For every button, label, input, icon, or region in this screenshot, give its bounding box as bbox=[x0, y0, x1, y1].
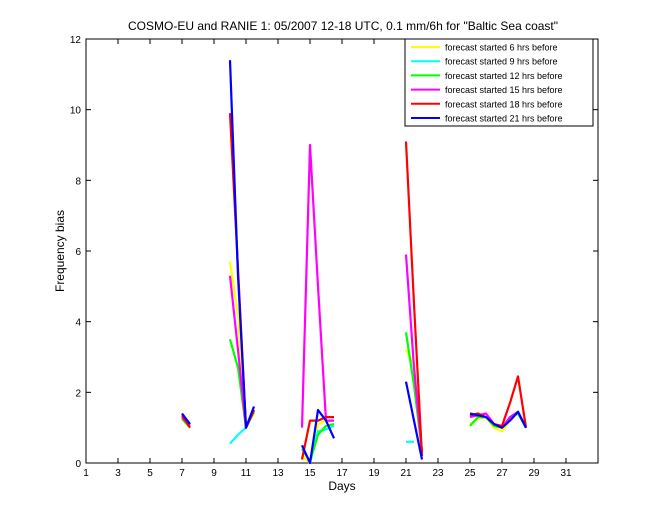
y-tick-label: 0 bbox=[75, 459, 81, 470]
series-line-6 bbox=[228, 60, 256, 429]
x-tick-label: 1 bbox=[83, 468, 89, 479]
x-tick-label: 21 bbox=[400, 468, 412, 479]
y-axis-label: Frequency bias bbox=[53, 210, 67, 292]
legend-label-2: forecast started 9 hrs before bbox=[445, 57, 558, 67]
chart-title: COSMO-EU and RANIE 1: 05/2007 12-18 UTC,… bbox=[128, 19, 558, 33]
x-tick-label: 29 bbox=[528, 468, 540, 479]
y-tick-label: 12 bbox=[70, 35, 82, 46]
data-lines bbox=[181, 60, 528, 465]
legend-label-1: forecast started 6 hrs before bbox=[445, 43, 558, 53]
x-tick-label: 25 bbox=[464, 468, 476, 479]
series-line-4 bbox=[300, 143, 334, 428]
series-line-6 bbox=[469, 410, 527, 429]
legend-label-6: forecast started 21 hrs before bbox=[445, 114, 563, 124]
x-tick-label: 3 bbox=[115, 468, 121, 479]
x-tick-label: 23 bbox=[432, 468, 444, 479]
x-tick-label: 7 bbox=[179, 468, 185, 479]
x-tick-label: 11 bbox=[241, 468, 252, 479]
x-tick-label: 9 bbox=[211, 468, 217, 479]
x-tick-label: 17 bbox=[336, 468, 348, 479]
y-tick-label: 2 bbox=[75, 388, 81, 399]
legend-box bbox=[404, 38, 594, 127]
x-tick-label: 19 bbox=[368, 468, 380, 479]
legend-label-5: forecast started 18 hrs before bbox=[445, 99, 563, 109]
y-axis: 0 2 4 6 8 10 12 bbox=[70, 35, 598, 470]
legend: forecast started 6 hrs before forecast st… bbox=[404, 38, 594, 127]
y-tick-label: 10 bbox=[70, 106, 82, 117]
y-tick-label: 8 bbox=[75, 176, 81, 187]
y-tick-label: 6 bbox=[75, 247, 81, 258]
x-tick-label: 13 bbox=[272, 468, 284, 479]
series-line-5 bbox=[181, 414, 191, 429]
x-tick-label: 15 bbox=[304, 468, 316, 479]
legend-label-3: forecast started 12 hrs before bbox=[445, 71, 563, 81]
series-line-5 bbox=[300, 416, 334, 460]
series-line-6 bbox=[404, 381, 424, 460]
series-line-5 bbox=[404, 141, 424, 456]
series-line-6 bbox=[300, 408, 336, 465]
x-axis-label: Days bbox=[328, 479, 355, 493]
x-axis: 1 3 5 7 9 11 13 15 17 19 21 23 25 27 29 31 bbox=[83, 39, 572, 479]
x-tick-label: 5 bbox=[147, 468, 153, 479]
legend-label-4: forecast started 15 hrs before bbox=[445, 85, 563, 95]
series-line-6 bbox=[181, 412, 191, 425]
series-line-2 bbox=[229, 426, 247, 445]
y-tick-label: 4 bbox=[75, 318, 81, 329]
x-tick-label: 27 bbox=[496, 468, 508, 479]
x-tick-label: 31 bbox=[560, 468, 572, 479]
